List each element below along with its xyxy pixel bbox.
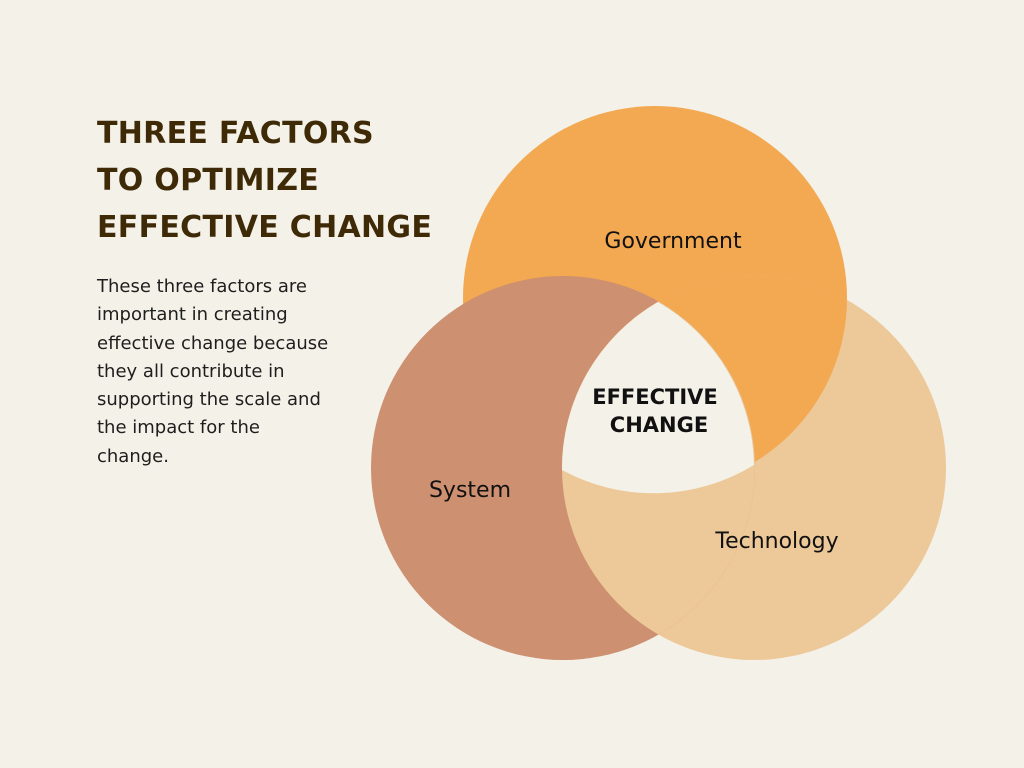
- page-title: THREE FACTORS TO OPTIMIZE EFFECTIVE CHAN…: [97, 110, 457, 251]
- title-line-1: THREE FACTORS: [97, 116, 374, 151]
- description-text: These three factors are important in cre…: [97, 276, 329, 467]
- government-label: Government: [604, 229, 742, 254]
- title-line-2: TO OPTIMIZE: [97, 163, 320, 198]
- technology-label: Technology: [714, 529, 838, 554]
- system-label: System: [429, 478, 511, 503]
- title-line-3: EFFECTIVE CHANGE: [97, 210, 433, 245]
- center-label-line-1: EFFECTIVE: [592, 385, 718, 409]
- center-label-line-2: CHANGE: [610, 413, 708, 437]
- center-region: [561, 302, 754, 494]
